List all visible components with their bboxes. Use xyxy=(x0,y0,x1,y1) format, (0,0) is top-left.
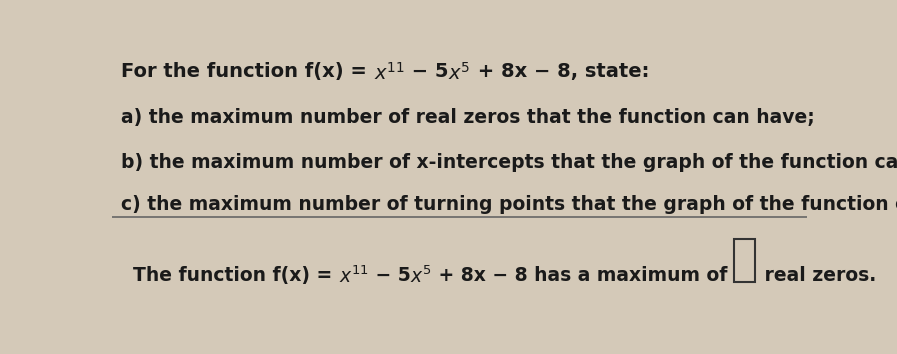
Text: real zeros.: real zeros. xyxy=(758,266,876,285)
Text: The function f(x) =: The function f(x) = xyxy=(133,266,339,285)
Text: $x^5$: $x^5$ xyxy=(448,62,471,84)
Text: $x^{11}$: $x^{11}$ xyxy=(374,62,405,84)
Text: For the function f(x) =: For the function f(x) = xyxy=(121,62,374,81)
Text: $x^{11}$: $x^{11}$ xyxy=(339,266,369,287)
Text: $x^5$: $x^5$ xyxy=(411,266,432,287)
Text: − 5: − 5 xyxy=(405,62,448,81)
Text: b) the maximum number of x-intercepts that the graph of the function can have; a: b) the maximum number of x-intercepts th… xyxy=(121,153,897,172)
Text: − 5: − 5 xyxy=(369,266,411,285)
Text: c) the maximum number of turning points that the graph of the function can have.: c) the maximum number of turning points … xyxy=(121,195,897,214)
Text: + 8x − 8 has a maximum of: + 8x − 8 has a maximum of xyxy=(432,266,734,285)
Text: a) the maximum number of real zeros that the function can have;: a) the maximum number of real zeros that… xyxy=(121,108,814,127)
Text: + 8x − 8, state:: + 8x − 8, state: xyxy=(471,62,649,81)
FancyBboxPatch shape xyxy=(734,239,754,282)
